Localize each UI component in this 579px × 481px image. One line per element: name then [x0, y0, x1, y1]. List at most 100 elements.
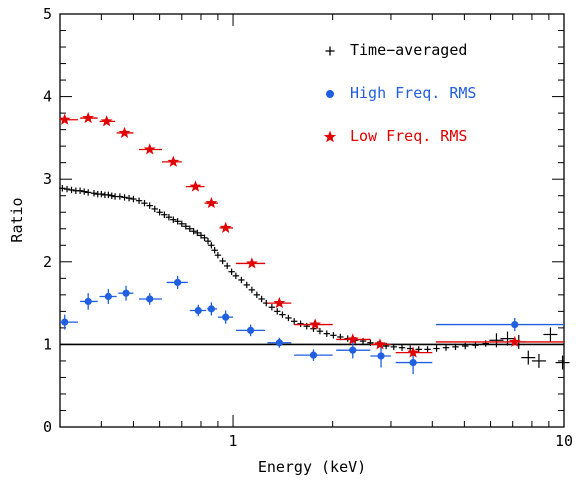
- data-point: [170, 216, 177, 223]
- marker-circle: [61, 318, 69, 326]
- tick-labels: 0 1 2 3 4 5 1 10: [43, 5, 573, 450]
- marker-star: [118, 126, 131, 138]
- data-point: [98, 190, 105, 198]
- data-point: [424, 346, 431, 353]
- data-point: [99, 289, 117, 304]
- data-point: [290, 318, 298, 325]
- marker-star: [346, 333, 359, 345]
- marker-circle: [275, 339, 283, 347]
- data-point: [204, 237, 212, 245]
- marker-circle: [122, 289, 130, 297]
- data-point: [125, 194, 133, 202]
- data-point: [182, 223, 190, 230]
- data-point: [235, 324, 266, 337]
- y-tick-label: 4: [43, 88, 52, 106]
- data-point: [297, 320, 304, 327]
- marker-star: [245, 257, 258, 269]
- marker-star: [82, 111, 95, 124]
- data-point: [415, 346, 422, 353]
- data-point: [80, 293, 98, 310]
- data-point: [156, 209, 163, 216]
- data-point: [197, 232, 205, 239]
- data-point: [186, 225, 193, 232]
- data-point: [141, 199, 148, 207]
- data-point: [398, 344, 406, 351]
- data-point: [336, 341, 371, 359]
- data-point: [58, 113, 78, 125]
- legend-label-high-freq: High Freq. RMS: [350, 84, 476, 102]
- data-point: [279, 311, 286, 318]
- marker-circle: [174, 278, 182, 287]
- data-point: [274, 308, 281, 315]
- data-point: [185, 180, 205, 192]
- legend-item-time-averaged: Time−averaged: [325, 41, 467, 59]
- data-point: [223, 262, 231, 270]
- data-point: [294, 318, 333, 330]
- data-point: [116, 126, 134, 138]
- marker-star: [219, 221, 232, 233]
- data-point: [60, 314, 78, 330]
- data-point: [108, 192, 115, 199]
- data-point: [219, 221, 234, 233]
- legend: Time−averaged High Freq. RMS Low Freq. R…: [323, 41, 476, 145]
- data-point: [543, 327, 558, 342]
- data-point: [161, 211, 168, 218]
- marker-star: [58, 113, 71, 125]
- data-point: [151, 205, 158, 213]
- y-tick-label: 5: [43, 5, 52, 23]
- data-point: [243, 281, 250, 289]
- legend-label-low-freq: Low Freq. RMS: [350, 127, 467, 145]
- marker-star: [407, 346, 419, 358]
- data-point: [135, 197, 143, 204]
- data-point: [258, 295, 265, 303]
- legend-label-time-averaged: Time−averaged: [350, 41, 467, 59]
- data-point: [105, 191, 112, 199]
- data-point: [139, 293, 163, 305]
- data-series: [58, 111, 570, 375]
- y-axis-label: Ratio: [8, 197, 26, 242]
- data-point: [253, 291, 261, 299]
- data-point: [63, 185, 71, 193]
- data-point: [285, 314, 292, 322]
- marker-circle: [84, 297, 92, 306]
- data-point: [336, 333, 371, 345]
- marker-star: [508, 335, 521, 347]
- data-point: [178, 220, 185, 228]
- data-point: [232, 272, 240, 280]
- data-point: [80, 188, 88, 195]
- data-point: [462, 342, 469, 350]
- data-point: [521, 350, 536, 365]
- data-point: [116, 193, 124, 200]
- legend-item-high-freq: High Freq. RMS: [326, 84, 476, 102]
- data-point: [323, 330, 331, 337]
- data-point: [118, 285, 134, 301]
- marker-circle: [247, 326, 255, 334]
- data-point: [174, 218, 181, 225]
- data-point: [370, 344, 391, 368]
- data-point: [166, 275, 188, 290]
- marker-circle: [207, 305, 215, 313]
- data-point: [217, 310, 234, 324]
- data-point: [316, 327, 324, 335]
- data-point: [201, 234, 208, 242]
- legend-plus-icon: [325, 46, 335, 56]
- data-point: [211, 247, 218, 254]
- marker-circle: [222, 313, 230, 321]
- legend-circle-icon: [326, 90, 334, 98]
- data-point: [489, 333, 504, 348]
- data-point: [204, 196, 218, 209]
- y-tick-label: 3: [43, 170, 52, 188]
- y-tick-label: 1: [43, 335, 52, 353]
- data-point: [268, 304, 276, 311]
- legend-marker-circle: [326, 90, 334, 98]
- legend-item-low-freq: Low Freq. RMS: [323, 127, 467, 145]
- data-point: [130, 195, 137, 203]
- data-point: [390, 343, 397, 351]
- series-circle: [60, 275, 564, 375]
- marker-circle: [409, 358, 417, 367]
- data-point: [248, 286, 256, 294]
- y-tick-label: 0: [43, 418, 52, 436]
- data-point: [330, 332, 337, 339]
- marker-circle: [511, 320, 519, 329]
- legend-marker-plus: [325, 46, 335, 56]
